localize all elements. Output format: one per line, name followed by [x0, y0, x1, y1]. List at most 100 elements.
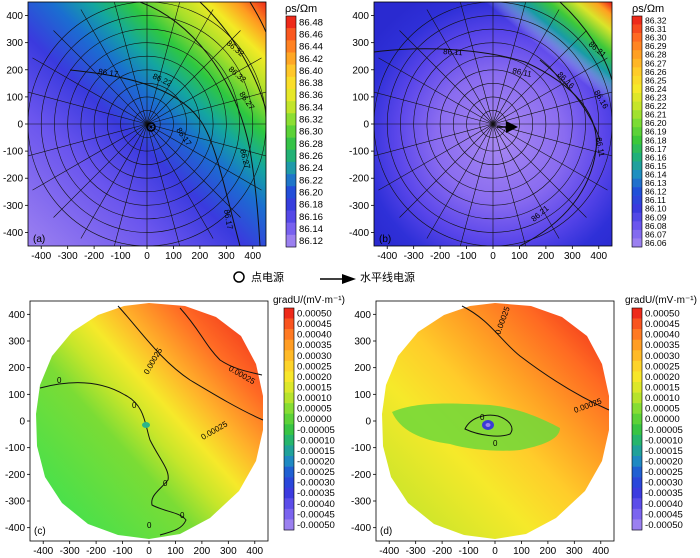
colorbar-swatch [632, 382, 642, 393]
x-tick-label: -400 [31, 251, 51, 262]
polar-spoke [374, 123, 494, 157]
colorbar-swatch [632, 477, 642, 489]
x-tick-label: -400 [377, 251, 397, 262]
colorbar-title: ρs/Ωm [632, 3, 664, 15]
polar-spoke [80, 123, 148, 239]
polar-spoke [28, 91, 148, 125]
contour-label: 0 [132, 401, 137, 410]
point-source-marker [146, 122, 156, 132]
colorbar-label: 0.00045 [297, 319, 332, 330]
colorbar-label: -0.00050 [297, 520, 335, 531]
legend-point-label: 点电源 [251, 270, 284, 284]
y-tick-label: -400 [5, 523, 25, 534]
colorbar-swatch [286, 198, 296, 211]
contour-line [464, 414, 513, 437]
colorbar-label: 86.46 [299, 29, 323, 40]
x-tick-label: 300 [218, 251, 235, 262]
x-tick-label: 400 [590, 251, 607, 262]
colorbar-title: gradU/(mV·m⁻¹) [273, 295, 345, 306]
colorbar-label: 0.00035 [645, 340, 680, 351]
polar-spoke [492, 123, 587, 218]
polar-spoke [146, 123, 214, 239]
colorbar-swatch [632, 75, 642, 85]
colorbar-swatch [286, 88, 296, 102]
y-tick-label: -100 [3, 147, 23, 158]
colorbar-swatch [286, 210, 296, 223]
contour-line [539, 59, 601, 141]
polar-spoke [146, 123, 181, 246]
colorbar-d: gradU/(mV·m⁻¹) 0.000500.000450.000400.00… [625, 295, 697, 531]
colorbar-label: 86.14 [645, 169, 667, 179]
colorbar-swatch [632, 204, 642, 214]
axes-c: -400 -300 -200 -100 0 100 200 300 400 400 300 200 10… [5, 310, 264, 557]
contour-line [69, 69, 241, 246]
polar-grid-b [374, 2, 612, 246]
colorbar-swatch [286, 137, 296, 151]
polar-spoke [492, 2, 527, 125]
y-tick-label: -300 [3, 201, 23, 212]
colorbar-swatch [284, 371, 294, 383]
polar-grid-a [28, 2, 266, 246]
colorbar-label: 86.11 [645, 195, 666, 205]
contour-label: 86.11 [443, 47, 464, 57]
colorbar-swatch [632, 519, 642, 531]
colorbar-swatch [632, 110, 642, 119]
contour-line [39, 382, 187, 536]
colorbar-swatch [632, 16, 642, 25]
colorbar-swatch [632, 170, 642, 179]
contours-d [461, 305, 610, 437]
colorbar-swatch [632, 212, 642, 222]
x-tick-label: 300 [220, 546, 237, 557]
colorbar-swatch [632, 413, 642, 425]
colorbar-label: 86.18 [645, 135, 667, 145]
colorbar-label: 0.00020 [645, 372, 680, 383]
y-tick-label: 200 [354, 363, 371, 374]
y-tick-label: 100 [354, 390, 371, 401]
colorbar-swatch [286, 113, 296, 126]
colorbar-label: -0.00040 [297, 499, 335, 510]
colorbar-label: 86.22 [645, 101, 667, 111]
colorbar-swatch [284, 519, 294, 531]
colorbar-frame [631, 307, 643, 531]
polar-spoke [492, 30, 587, 125]
colorbar-label: 0.00050 [645, 308, 680, 319]
x-tick-label: 0 [146, 546, 152, 557]
colorbar-swatch [284, 308, 294, 319]
source-legend: 点电源 水平线电源 [233, 270, 415, 284]
contour-label: 86.11 [594, 137, 606, 158]
contour-line [179, 307, 263, 376]
colorbar-label: 86.26 [645, 67, 667, 77]
colorbar-label: 86.32 [645, 15, 667, 25]
y-tick-label: 0 [19, 417, 25, 428]
colorbar-label: 86.38 [299, 78, 323, 89]
colorbar-label: 86.24 [299, 163, 324, 174]
colorbar-swatch [632, 178, 642, 188]
x-tick-label: 100 [165, 251, 182, 262]
colorbar-swatch [284, 329, 294, 341]
x-tick-label: 400 [244, 251, 261, 262]
x-tick-label: 300 [564, 251, 581, 262]
y-tick-label: -400 [3, 228, 23, 239]
colorbar-label: -0.00030 [645, 478, 683, 489]
polar-spoke [374, 91, 494, 125]
y-tick-label: -100 [5, 443, 25, 454]
colorbar-label: 86.27 [645, 58, 667, 68]
contour-label: 0 [180, 511, 185, 520]
x-tick-label: -200 [432, 546, 452, 557]
colorbar-label: -0.00050 [645, 520, 683, 531]
colorbar-swatch [284, 424, 294, 436]
colorbar-label: -0.00010 [645, 435, 683, 446]
colorbar-label: -0.00035 [645, 488, 683, 499]
polar-spoke [378, 123, 494, 191]
colorbar-label: 86.06 [645, 238, 667, 248]
polar-spoke [399, 123, 494, 218]
colorbar-label: 0.00005 [645, 404, 680, 415]
colorbar-swatch [632, 161, 642, 171]
x-tick-label: -300 [58, 251, 78, 262]
y-tick-label: 300 [6, 38, 23, 49]
x-tick-label: -400 [33, 546, 53, 557]
y-tick-label: 300 [8, 337, 25, 348]
colorbar-label: 86.16 [645, 152, 667, 162]
colorbar-label: 0.00015 [645, 382, 680, 393]
panel-label: (c) [34, 526, 46, 537]
